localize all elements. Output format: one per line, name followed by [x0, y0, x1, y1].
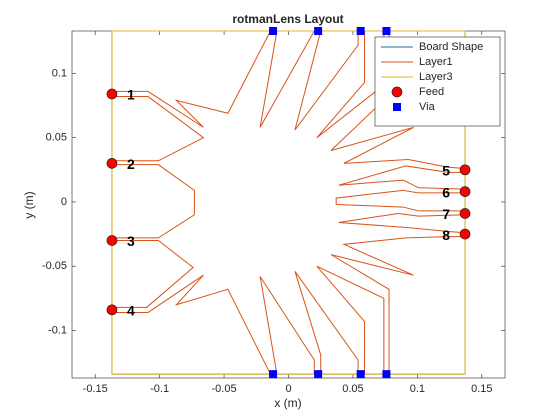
legend-label: Via [419, 101, 436, 113]
via-marker [356, 27, 365, 35]
feed-label: 5 [442, 163, 450, 179]
feed-marker [106, 88, 118, 100]
legend-label: Feed [419, 86, 444, 98]
via-marker [356, 370, 365, 379]
via-marker [269, 370, 278, 379]
feed-marker [106, 235, 118, 246]
feed-marker [459, 164, 471, 176]
y-tick-label: -0.05 [42, 260, 67, 272]
outline [111, 30, 466, 375]
feed-marker [459, 208, 471, 219]
y-tick-label: 0.05 [46, 132, 67, 144]
legend-label: Layer1 [419, 56, 453, 68]
legend-label: Layer3 [419, 71, 453, 83]
feed-marker [459, 228, 471, 240]
x-tick-label: 0.15 [471, 383, 492, 395]
outline [111, 30, 466, 375]
x-tick-label: -0.05 [212, 383, 237, 395]
feed-label: 8 [442, 227, 450, 243]
feed-label: 3 [127, 233, 135, 249]
y-axis-label: y (m) [22, 191, 36, 218]
legend-swatch [393, 103, 401, 111]
feed-label: 7 [442, 206, 450, 222]
feed-marker [459, 186, 471, 197]
x-tick-label: 0 [285, 383, 291, 395]
feed-marker [106, 304, 118, 316]
via-marker [314, 370, 323, 379]
legend-label: Board Shape [419, 41, 483, 53]
feed-label: 1 [127, 87, 135, 103]
x-tick-label: 0.1 [410, 383, 425, 395]
via-marker [314, 27, 323, 35]
via-marker [382, 370, 391, 379]
x-tick-label: 0.05 [342, 383, 363, 395]
via-marker [382, 27, 391, 35]
feed-marker [106, 158, 118, 169]
x-tick-label: -0.15 [83, 383, 108, 395]
feed-label: 4 [127, 303, 135, 319]
y-tick-label: 0.1 [52, 67, 67, 79]
x-tick-label: -0.1 [150, 383, 169, 395]
feed-label: 2 [127, 156, 135, 172]
legend-swatch [391, 86, 403, 98]
x-axis-label: x (m) [274, 396, 301, 410]
y-tick-label: -0.1 [48, 324, 67, 336]
via-marker [269, 27, 278, 35]
feed-label: 6 [442, 184, 450, 200]
y-tick-label: 0 [61, 196, 67, 208]
chart-title: rotmanLens Layout [232, 12, 343, 26]
legend-box [374, 36, 501, 127]
